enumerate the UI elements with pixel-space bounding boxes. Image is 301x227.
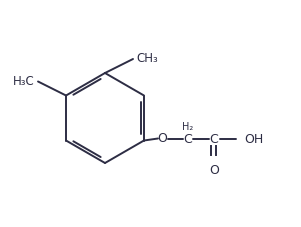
Text: H₃C: H₃C [13,75,35,88]
Text: CH₃: CH₃ [136,52,158,66]
Text: O: O [209,165,219,178]
Text: H₂: H₂ [182,121,194,131]
Text: C: C [184,133,192,146]
Text: OH: OH [244,133,263,146]
Text: O: O [157,132,167,145]
Text: C: C [209,133,218,146]
